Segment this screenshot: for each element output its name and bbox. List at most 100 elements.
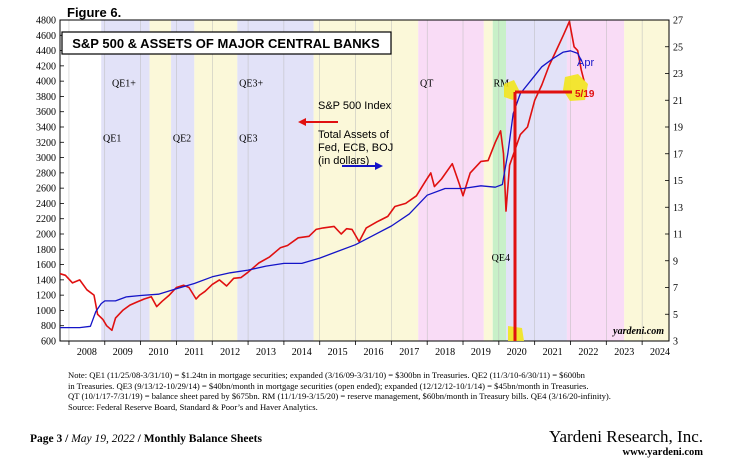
note-line: QT (10/1/17-7/31/19) = balance sheet par…	[68, 391, 611, 402]
left-tick-label: 4000	[36, 77, 56, 88]
left-tick-label: 3000	[36, 153, 56, 164]
central-bank-assets-line	[60, 50, 583, 329]
period-label-qe3: QE3	[239, 134, 257, 145]
period-label-qe1-plus: QE1+	[112, 78, 136, 89]
year-label: 2010	[149, 347, 169, 358]
left-tick-label: 2800	[36, 168, 56, 179]
right-tick-label: 11	[673, 230, 683, 241]
right-tick-label: 3	[673, 337, 678, 348]
series-lines	[59, 20, 585, 332]
year-label: 2017	[399, 347, 419, 358]
year-label: 2024	[650, 347, 670, 358]
left-tick-label: 3800	[36, 92, 56, 103]
left-axis: 600 800 1000 1200 1400 1600 1800 2000 2200 2400 26…	[36, 16, 64, 348]
right-tick-label: 23	[673, 69, 683, 80]
left-tick-label: 2200	[36, 214, 56, 225]
figure-label: Figure 6.	[67, 5, 122, 20]
shaded-period-11	[624, 20, 669, 341]
left-tick-label: 1600	[36, 260, 56, 271]
left-tick-label: 800	[41, 321, 56, 332]
company-name: Yardeni Research, Inc.	[548, 427, 703, 446]
right-tick-label: 19	[673, 123, 683, 134]
right-axis: 3 5 7 9 11 13 15 17 19 21 23 25 27	[665, 16, 683, 348]
shaded-period-5	[313, 20, 419, 341]
left-tick-label: 1400	[36, 275, 56, 286]
right-tick-label: 27	[673, 16, 683, 27]
year-label: 2023	[614, 347, 634, 358]
year-label: 2019	[471, 347, 491, 358]
left-tick-label: 1200	[36, 291, 56, 302]
left-tick-label: 2000	[36, 230, 56, 241]
shaded-period-3	[194, 20, 238, 341]
page-number: Page 3	[30, 433, 63, 445]
year-label: 2013	[256, 347, 276, 358]
shaded-period-7	[483, 20, 493, 341]
year-label: 2014	[292, 347, 312, 358]
legend: S&P 500 Index Total Assets of Fed, ECB, …	[298, 100, 393, 170]
legend-assets-3: (in dollars)	[318, 155, 369, 167]
right-tick-label: 13	[673, 203, 683, 214]
note-line: Note: QE1 (11/25/08-3/31/10) = $1.24tn i…	[68, 370, 585, 380]
shaded-period-0	[101, 20, 150, 341]
shaded-period-10	[566, 20, 625, 341]
period-labels: QE1+ QE1 QE2 QE3+ QE3 QT RM QE4	[103, 78, 510, 263]
left-tick-label: 3200	[36, 138, 56, 149]
shaded-period-8	[492, 20, 507, 341]
notes: Note: QE1 (11/25/08-3/31/10) = $1.24tn i…	[68, 370, 668, 412]
highlight-annotations	[504, 74, 588, 341]
period-label-rm: RM	[493, 78, 509, 89]
year-gridlines	[68, 20, 643, 341]
left-tick-label: 4600	[36, 31, 56, 42]
right-tick-label: 5	[673, 310, 678, 321]
year-label: 2018	[435, 347, 455, 358]
legend-blue-arrowhead	[375, 162, 383, 170]
apr-label: Apr	[577, 57, 594, 69]
title-box: S&P 500 & ASSETS OF MAJOR CENTRAL BANKS	[61, 31, 392, 55]
company-website: www.yardeni.com	[622, 447, 704, 458]
year-label: 2021	[543, 347, 563, 358]
sp500-line	[59, 20, 585, 332]
legend-assets-2: Fed, ECB, BOJ	[318, 142, 393, 154]
legend-assets-1: Total Assets of	[318, 129, 390, 141]
left-tick-label: 600	[41, 337, 56, 348]
right-tick-label: 17	[673, 149, 683, 160]
year-label: 2016	[363, 347, 383, 358]
year-label: 2008	[77, 347, 97, 358]
right-tick-label: 21	[673, 96, 683, 107]
year-label: 2015	[328, 347, 348, 358]
shaded-period-1	[149, 20, 172, 341]
left-tick-label: 3400	[36, 123, 56, 134]
shaded-period-2	[171, 20, 195, 341]
right-tick-label: 9	[673, 256, 678, 267]
chart-title: S&P 500 & ASSETS OF MAJOR CENTRAL BANKS	[72, 36, 380, 51]
left-tick-label: 1800	[36, 245, 56, 256]
year-label: 2009	[113, 347, 133, 358]
footer-date: May 19, 2022	[71, 433, 135, 445]
footer-title: Monthly Balance Sheets	[143, 433, 262, 445]
period-label-qt: QT	[420, 78, 433, 89]
right-tick-label: 25	[673, 42, 683, 53]
year-label: 2011	[185, 347, 205, 358]
date-label: 5/19	[575, 89, 595, 100]
year-label: 2022	[578, 347, 598, 358]
left-tick-label: 4800	[36, 16, 56, 27]
year-label: 2012	[220, 347, 240, 358]
note-line: Source: Federal Reserve Board, Standard …	[68, 401, 318, 412]
chart: QE1+ QE1 QE2 QE3+ QE3 QT RM QE4 600 800 1000 1200 1…	[36, 16, 683, 359]
highlight-marker-2022	[563, 74, 588, 101]
watermark: yardeni.com	[612, 326, 664, 337]
year-label: 2020	[507, 347, 527, 358]
shaded-period-4	[237, 20, 314, 341]
period-label-qe4: QE4	[492, 253, 510, 264]
left-tick-label: 2400	[36, 199, 56, 210]
note-line: in Treasuries. QE3 (9/13/12-10/29/14) = …	[68, 380, 589, 391]
left-tick-label: 2600	[36, 184, 56, 195]
left-tick-label: 1000	[36, 306, 56, 317]
year-axis: 2008 2009 2010 2011 2012 2013 2014 2015 2016 2017…	[68, 341, 670, 358]
left-tick-label: 4400	[36, 46, 56, 57]
period-label-qe3-plus: QE3+	[239, 78, 263, 89]
legend-sp500: S&P 500 Index	[318, 100, 392, 112]
period-label-qe2: QE2	[173, 134, 191, 145]
shaded-period-6	[418, 20, 484, 341]
legend-red-arrowhead	[298, 118, 306, 126]
